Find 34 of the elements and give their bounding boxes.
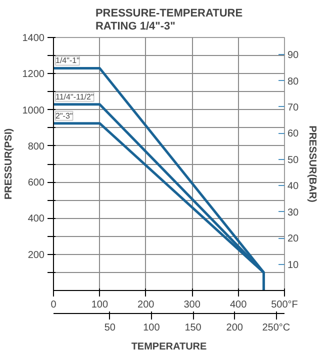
y-tick-label: 1000 [22,105,45,116]
y-tick-label: 800 [28,141,45,152]
chart-title: PRESSURE-TEMPERATURE RATING 1/4"-3" [95,7,243,32]
y-axis-title: PRESSUR(PSI) [3,128,14,200]
x-tick-label: 200 [138,300,155,310]
y-tick-label: 1400 [22,33,45,44]
x-tick-label: 100 [91,300,108,310]
y2-tick-label: 60 [288,128,300,140]
series-label: 11/4"-11/2" [56,92,94,102]
y2-tick-label: 10 [288,260,300,271]
x2-tick-label: 200 [226,322,244,334]
y2-tick-label: 50 [288,154,300,166]
y2-tick-label: 20 [288,234,300,245]
y-tick-label: 1200 [22,69,45,80]
y2-tick-label: 30 [288,207,300,218]
y2-tick-label: 90 [288,50,300,62]
series-label: 1/4"-1" [56,56,80,66]
x2-tick-label: 100 [143,322,160,334]
y-tick-label: 600 [28,178,45,189]
y-tick-label: 200 [28,250,45,261]
y2-tick-label: 40 [288,181,300,192]
y-tick-label: 400 [28,214,45,225]
x-tick-label: 500°F [271,300,298,310]
series-label: 2"-3" [56,111,73,120]
x-tick-label: 300 [184,300,201,310]
y2-tick-label: 80 [288,76,300,88]
x-tick-label: 400 [230,300,248,310]
x2-tick-label: 150 [184,322,202,334]
x2-tick-label: 250°C [262,322,290,334]
y2-tick-label: 70 [288,102,300,114]
x2-tick-label: 50 [104,322,116,334]
x-tick-label: 0 [50,300,57,310]
y2-axis-title: PRESSUR(BAR) [306,126,318,202]
x-axis-title: TEMPERATURE [131,342,208,352]
